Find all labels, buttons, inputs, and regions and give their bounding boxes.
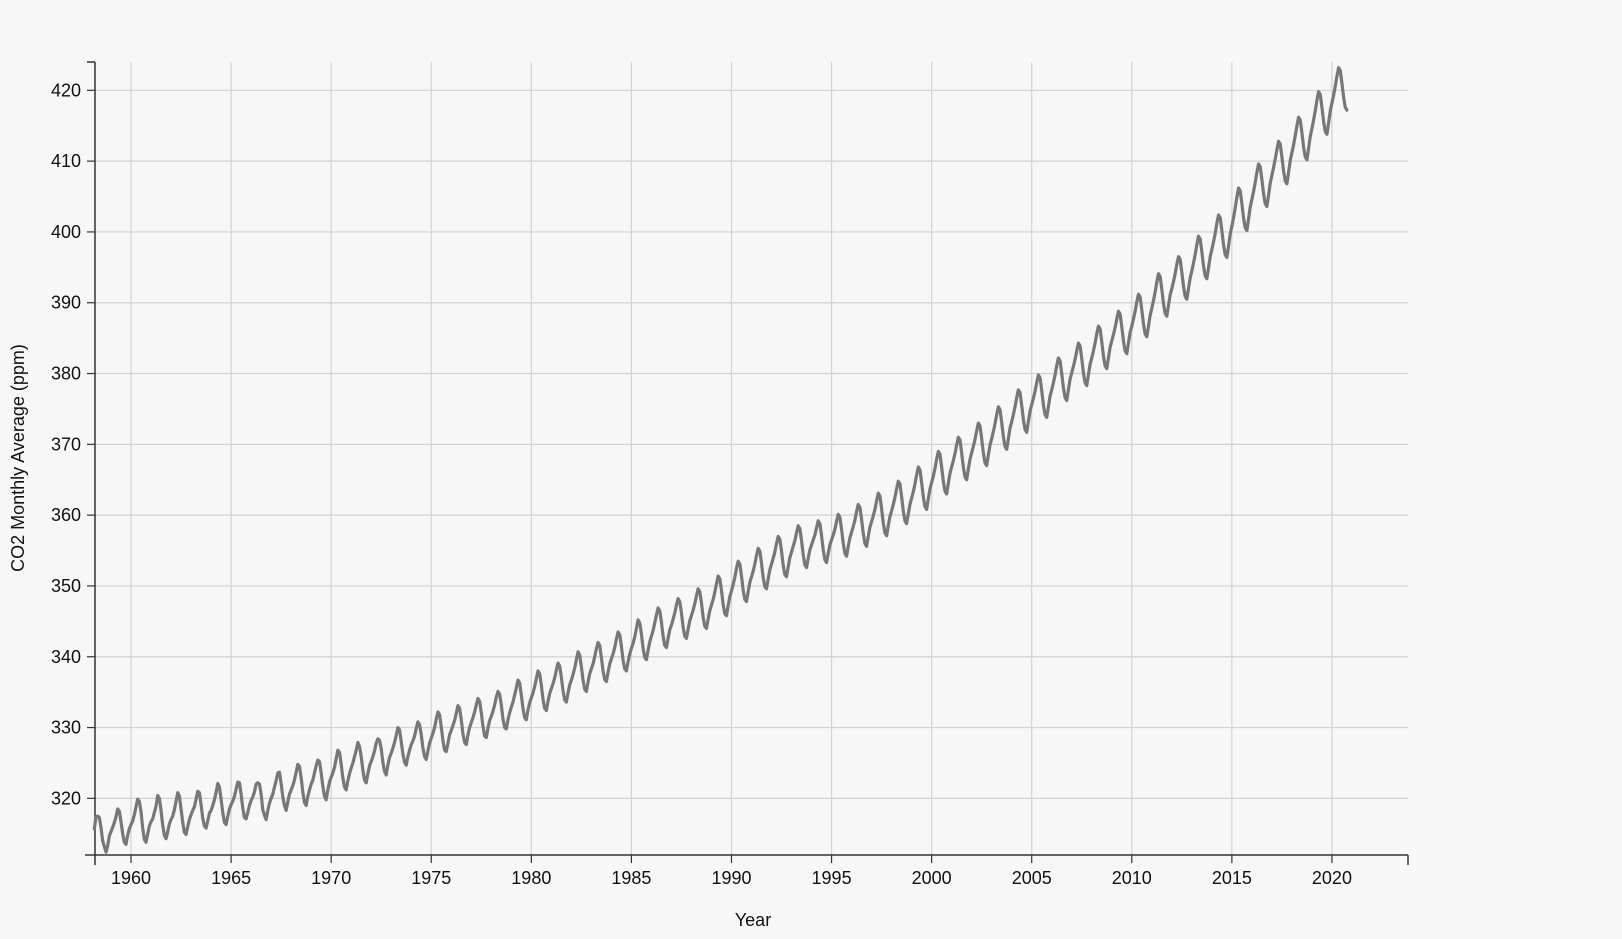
y-tick-label: 390	[51, 293, 81, 313]
x-tick-label: 2010	[1112, 868, 1152, 888]
y-tick-label: 420	[51, 80, 81, 100]
x-tick-label: 1985	[611, 868, 651, 888]
x-axis-ticks: 1960 1965 1970 1975 1980 1985 1990 1995 2000 2005…	[111, 855, 1352, 888]
series-layer	[92, 66, 1349, 854]
x-tick-label: 1995	[812, 868, 852, 888]
x-tick-label: 1965	[211, 868, 251, 888]
x-tick-label: 1960	[111, 868, 151, 888]
x-tick-label: 2015	[1212, 868, 1252, 888]
x-tick-label: 1970	[311, 868, 351, 888]
axes	[85, 62, 1408, 865]
grid	[87, 61, 1409, 865]
x-tick-label: 1980	[511, 868, 551, 888]
y-tick-label: 360	[51, 505, 81, 525]
y-tick-label: 340	[51, 647, 81, 667]
x-tick-label: 1990	[711, 868, 751, 888]
y-tick-label: 370	[51, 434, 81, 454]
x-tick-label: 2000	[912, 868, 952, 888]
series-line-co2	[92, 66, 1349, 854]
y-tick-label: 400	[51, 222, 81, 242]
y-tick-label: 410	[51, 151, 81, 171]
y-axis-ticks: 320 330 340 350 360 370 380 390 400 410 420	[51, 80, 95, 808]
x-tick-label: 1975	[411, 868, 451, 888]
y-tick-label: 330	[51, 718, 81, 738]
x-tick-label: 2005	[1012, 868, 1052, 888]
y-tick-label: 320	[51, 788, 81, 808]
x-tick-label: 2020	[1312, 868, 1352, 888]
y-tick-label: 350	[51, 576, 81, 596]
y-tick-label: 380	[51, 364, 81, 384]
y-axis-label: CO2 Monthly Average (ppm)	[8, 344, 28, 572]
x-axis-label: Year	[735, 910, 771, 930]
